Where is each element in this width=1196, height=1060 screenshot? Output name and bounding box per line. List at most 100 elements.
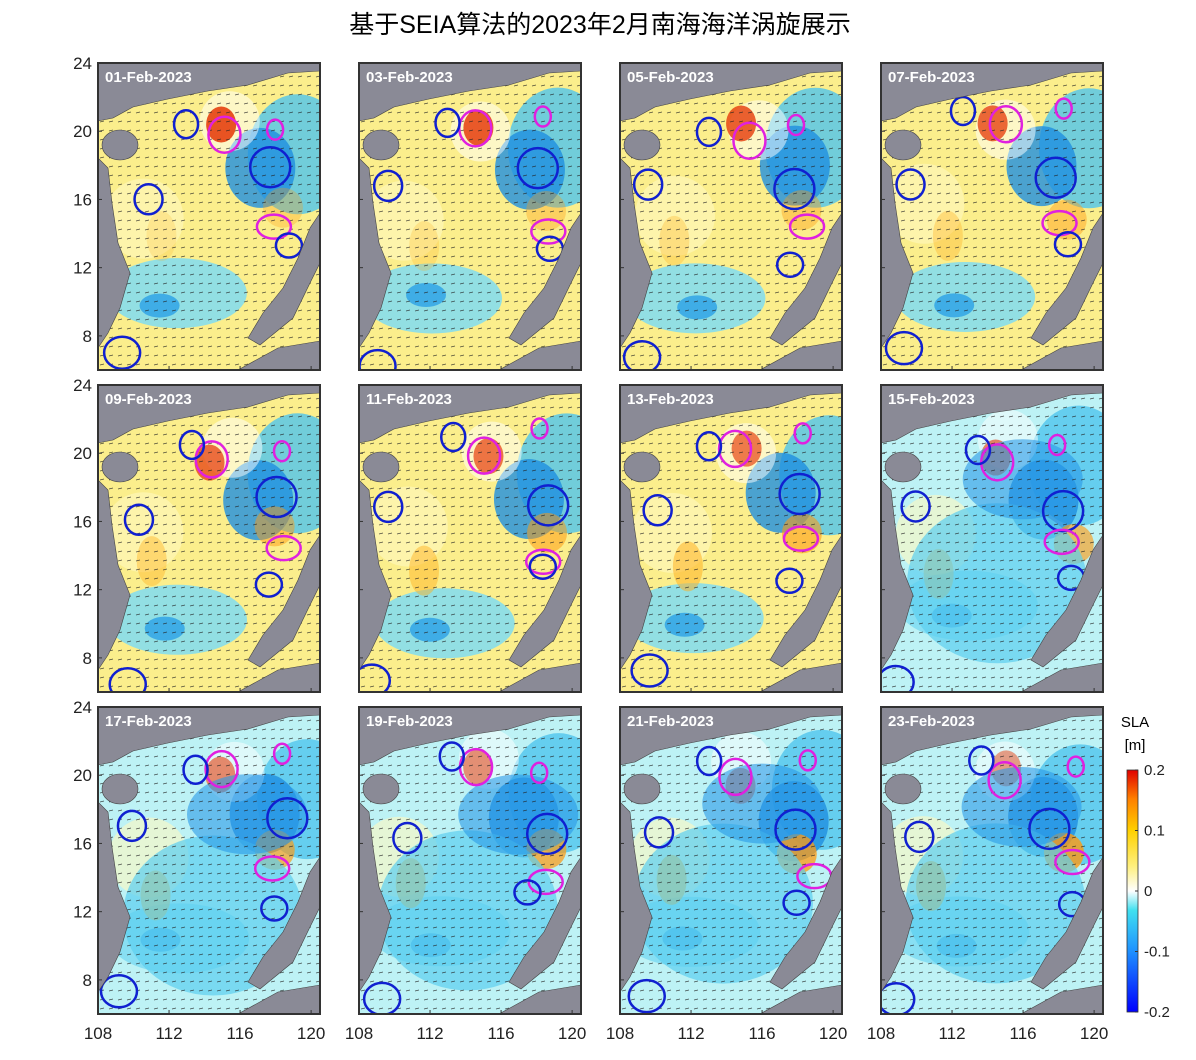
y-tick-label: 8: [83, 971, 92, 990]
panel-frame: [358, 384, 582, 693]
land: [98, 385, 320, 444]
x-tick-label: 112: [938, 1024, 965, 1043]
land-hainan: [884, 451, 922, 483]
x-tick-label: 116: [488, 1024, 515, 1043]
eddy-contour: [272, 439, 292, 463]
eddy-contour: [881, 982, 916, 1014]
eddy-contour: [526, 484, 570, 527]
eddy-contour: [1047, 433, 1067, 457]
eddy-contour: [881, 664, 915, 692]
eddy-contour: [774, 808, 817, 851]
land: [247, 212, 320, 346]
y-tick-label: 24: [73, 376, 92, 395]
eddy-contour: [392, 821, 423, 855]
x-tick-label: 108: [606, 1024, 634, 1043]
land-hainan: [362, 129, 400, 161]
eddy-contour: [265, 118, 285, 141]
eddy-contour: [529, 761, 549, 785]
y-tick-label: 24: [73, 54, 92, 73]
map-panel: 11-Feb-2023: [358, 384, 582, 693]
map-field: [359, 707, 581, 1014]
eddy-contour: [466, 436, 502, 475]
x-tick-label: 112: [155, 1024, 182, 1043]
y-tick-label: 12: [73, 581, 92, 600]
panel-frame: [97, 62, 321, 371]
y-tick-label: 8: [83, 327, 92, 346]
eddy-contour: [524, 548, 562, 576]
eddy-contour: [439, 421, 467, 453]
land: [1030, 534, 1103, 668]
eddy-contour: [527, 868, 564, 896]
eddy-contour: [695, 116, 723, 148]
velocity-quiver: [620, 63, 842, 370]
land: [881, 479, 914, 671]
panel-frame: [880, 706, 1104, 1015]
eddy-contour: [793, 422, 812, 445]
panel-frame: [358, 706, 582, 1015]
map-field: [881, 63, 1103, 370]
eddy-contour: [622, 340, 662, 370]
eddy-contour: [255, 475, 298, 519]
land: [769, 856, 842, 990]
x-tick-label: 116: [749, 1024, 776, 1043]
panel-frame: [619, 62, 843, 371]
panel-frame: [880, 384, 1104, 693]
velocity-quiver: [98, 63, 320, 370]
land: [359, 801, 392, 993]
land: [98, 801, 131, 993]
land: [1030, 856, 1103, 990]
land-hainan: [623, 773, 661, 805]
eddy-contour: [900, 490, 931, 523]
eddy-contour: [248, 145, 292, 189]
eddy-contour: [434, 107, 461, 139]
panel-date: 01-Feb-2023: [105, 69, 192, 86]
map-field: [98, 63, 320, 370]
map-panel: 17-Feb-2023 8 12 16 20 24 108 112 116 120: [73, 698, 325, 1043]
eddy-contour: [695, 745, 723, 777]
eddy-contour: [172, 108, 200, 140]
y-tick-label: 16: [73, 190, 92, 209]
colorbar-tick-label: 0: [1144, 883, 1152, 900]
eddy-contour: [525, 812, 569, 856]
y-tick-label: 12: [73, 903, 92, 922]
eddy-contour: [372, 169, 404, 203]
eddy-contour: [359, 663, 392, 692]
land: [759, 662, 842, 692]
land: [881, 801, 914, 993]
x-tick-label: 108: [84, 1024, 112, 1043]
land: [620, 707, 842, 766]
y-tick-label: 20: [73, 122, 92, 141]
eddy-contour: [260, 895, 289, 922]
panel-date: 15-Feb-2023: [888, 391, 975, 408]
eddy-contour: [717, 429, 753, 469]
land: [359, 157, 392, 349]
eddy-contour: [773, 167, 816, 211]
y-tick-label: 12: [73, 259, 92, 278]
panel-frame: [619, 384, 843, 693]
eddy-contour: [438, 741, 466, 772]
land: [98, 63, 320, 122]
eddy-contour: [1053, 231, 1083, 258]
eddy-contour: [372, 490, 404, 524]
panel-date: 19-Feb-2023: [366, 713, 453, 730]
panel-date: 07-Feb-2023: [888, 69, 975, 86]
map-panel: 07-Feb-2023: [880, 62, 1104, 371]
eddy-contour: [627, 978, 667, 1014]
y-tick-label: 20: [73, 766, 92, 785]
land: [98, 157, 131, 349]
eddy-contour: [782, 525, 820, 552]
eddy-contour: [968, 745, 995, 776]
eddy-contour: [178, 429, 206, 461]
map-field: [620, 385, 842, 692]
eddy-contour: [782, 889, 811, 917]
eddy-contour: [102, 335, 142, 370]
x-tick-label: 120: [558, 1024, 586, 1043]
eddy-contour: [642, 493, 673, 527]
eddy-contour: [643, 816, 675, 849]
eddy-contour: [272, 742, 292, 766]
x-tick-label: 120: [297, 1024, 325, 1043]
land: [620, 801, 653, 993]
eddy-contour: [513, 879, 542, 906]
land: [881, 707, 1103, 766]
